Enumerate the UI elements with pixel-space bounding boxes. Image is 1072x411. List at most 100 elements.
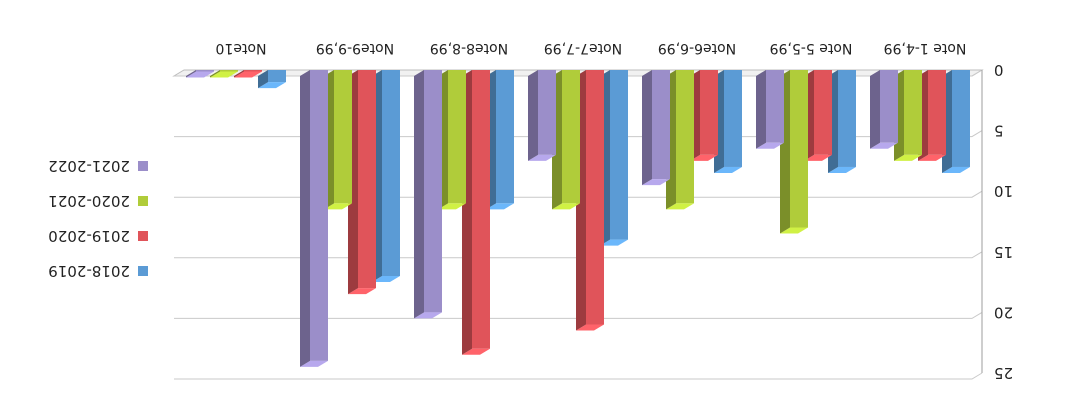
bar xyxy=(918,70,946,161)
bar xyxy=(756,70,784,149)
legend-item: 2018-2019 xyxy=(48,262,148,280)
bar xyxy=(942,70,970,173)
bar-front xyxy=(268,70,286,83)
bar-front xyxy=(382,70,400,277)
bar-front xyxy=(334,70,352,204)
bar-front xyxy=(766,70,784,143)
bar-front xyxy=(310,70,328,361)
bar xyxy=(324,70,352,210)
bar xyxy=(576,70,604,331)
bar-front xyxy=(496,70,514,204)
bar-top xyxy=(438,203,466,210)
bar-front xyxy=(676,70,694,204)
bar-top xyxy=(234,71,262,78)
bar-front xyxy=(424,70,442,313)
x-tick-label: Note10 xyxy=(216,40,267,56)
bar-front xyxy=(904,70,922,155)
bar-front xyxy=(952,70,970,167)
bar xyxy=(552,70,580,210)
bar-side xyxy=(870,70,880,149)
bar xyxy=(600,70,628,246)
bar xyxy=(870,70,898,149)
bar xyxy=(714,70,742,173)
bar xyxy=(186,70,214,78)
bar-top xyxy=(348,288,376,295)
bar-top xyxy=(690,154,718,161)
bar-top xyxy=(258,82,286,89)
bar xyxy=(780,70,808,234)
bar-side xyxy=(234,70,244,78)
bar-top xyxy=(666,203,694,210)
bar-side xyxy=(528,70,538,161)
bar-side xyxy=(186,70,196,78)
bar-front xyxy=(790,70,808,228)
x-tick-label: Note6-6,99 xyxy=(658,40,736,56)
y-tick-label: 10 xyxy=(994,182,1013,200)
bar-top xyxy=(714,166,742,173)
bar xyxy=(642,70,670,186)
bar xyxy=(828,70,856,173)
bar-top xyxy=(576,324,604,331)
bar xyxy=(690,70,718,161)
bar-top xyxy=(210,71,238,78)
gridline xyxy=(174,311,983,319)
bar-front xyxy=(880,70,898,143)
bar-side xyxy=(642,70,652,186)
legend-swatch xyxy=(138,266,148,276)
y-tick-label: 25 xyxy=(994,364,1013,382)
bar-top xyxy=(372,276,400,283)
y-tick-label: 20 xyxy=(994,303,1013,321)
bar-front xyxy=(586,70,604,325)
bar-top xyxy=(528,154,556,161)
legend-item: 2019-2020 xyxy=(48,227,148,245)
bar-top xyxy=(870,142,898,149)
x-tick-label: Note7-7,99 xyxy=(544,40,622,56)
bar xyxy=(528,70,556,161)
bar-front xyxy=(448,70,466,204)
x-tick-label: Note 5-5,99 xyxy=(770,40,853,56)
bar xyxy=(234,70,262,78)
bar-top xyxy=(942,166,970,173)
bar-top xyxy=(600,239,628,246)
bar xyxy=(210,70,238,78)
legend-swatch xyxy=(138,231,148,241)
x-tick-label: Note 1-4,99 xyxy=(884,40,967,56)
bar-top xyxy=(756,142,784,149)
bar-front xyxy=(814,70,832,155)
legend-label: 2020-2021 xyxy=(48,192,130,210)
bar xyxy=(462,70,490,355)
bar-front xyxy=(244,70,262,72)
bars xyxy=(186,70,970,367)
bar-front xyxy=(652,70,670,180)
bar-top xyxy=(642,179,670,186)
y-tick-label: 5 xyxy=(994,122,1004,140)
bar-top xyxy=(894,154,922,161)
x-tick-label: Note9-9,99 xyxy=(316,40,394,56)
bar-front xyxy=(562,70,580,204)
bar-top xyxy=(780,227,808,234)
bar-side xyxy=(414,70,424,319)
legend-swatch xyxy=(138,196,148,206)
bar-side xyxy=(300,70,310,367)
bar-top xyxy=(486,203,514,210)
y-tick-label: 15 xyxy=(994,243,1013,261)
bar-top xyxy=(918,154,946,161)
legend-swatch xyxy=(138,161,148,171)
bar-side xyxy=(210,70,220,78)
legend-item: 2020-2021 xyxy=(48,192,148,210)
bar-front xyxy=(838,70,856,167)
bar xyxy=(348,70,376,295)
bar-front xyxy=(928,70,946,155)
bar-front xyxy=(472,70,490,349)
bar xyxy=(894,70,922,161)
bar-front xyxy=(610,70,628,240)
bar xyxy=(486,70,514,210)
y-tick-label: 0 xyxy=(994,61,1004,79)
bar-top xyxy=(804,154,832,161)
bar-front xyxy=(538,70,556,155)
bar-front xyxy=(220,70,238,72)
bar-top xyxy=(462,348,490,355)
legend: 2018-2019 2019-2020 2020-2021 2021-2022 xyxy=(48,157,148,280)
